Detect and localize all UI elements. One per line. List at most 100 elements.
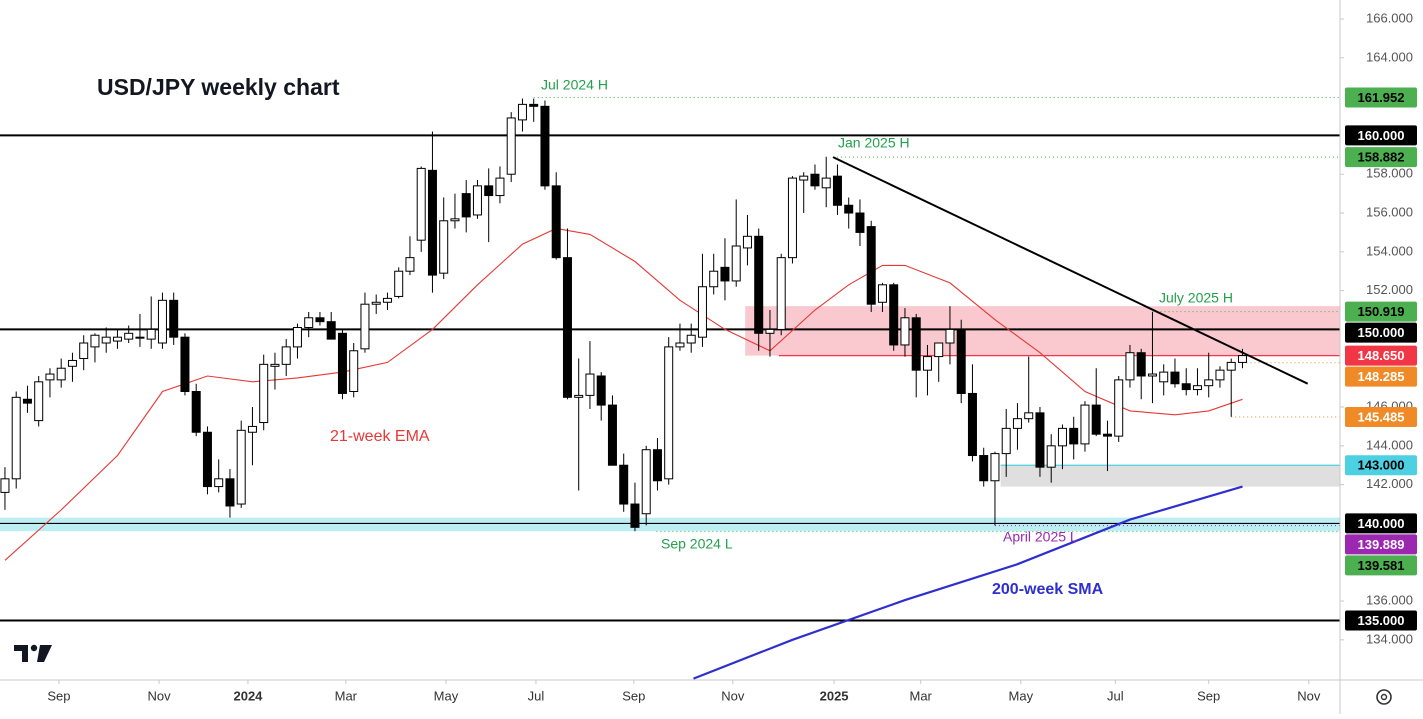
candle-body [585, 373, 595, 396]
candle-body [56, 367, 66, 381]
x-tick-label: 2025 [820, 688, 849, 703]
price-label-box [1345, 301, 1417, 322]
candle-body [112, 336, 122, 342]
y-tick-label: 152.000 [1366, 282, 1413, 297]
settings-icon[interactable] [1376, 689, 1392, 705]
candle-body [67, 359, 77, 367]
candle-body [90, 334, 100, 348]
candle-body [360, 303, 370, 350]
x-tick-label: Mar [335, 688, 358, 703]
candle-body [641, 449, 651, 515]
price-label-box [1345, 125, 1417, 146]
x-tick-label: Nov [721, 688, 745, 703]
candle-body [596, 375, 606, 406]
candle-body [844, 204, 854, 214]
annotation: Sep 2024 L [661, 536, 733, 552]
candle-body [686, 334, 696, 344]
candle-body [1057, 427, 1067, 447]
candle-body [1125, 352, 1135, 381]
price-label-box [1345, 534, 1417, 555]
candle-body [484, 185, 494, 197]
indicator-label: 21-week EMA [330, 428, 430, 445]
x-tick-label: Jul [528, 688, 545, 703]
price-label: 145.485 [1358, 409, 1405, 424]
candle-body [202, 431, 212, 488]
candle-body [270, 363, 280, 367]
candle-body [326, 321, 336, 340]
y-tick-label: 144.000 [1366, 437, 1413, 452]
candle-body [1136, 352, 1146, 377]
candle-body [304, 317, 314, 328]
candle-body [394, 270, 404, 297]
x-tick-label: May [1009, 688, 1034, 703]
tradingview-logo [14, 644, 52, 662]
candle-body [956, 328, 966, 394]
candle-body [1091, 404, 1101, 435]
candle-body [720, 266, 730, 282]
candle-body [1046, 445, 1056, 468]
candle-body [225, 478, 235, 507]
y-tick-label: 164.000 [1366, 49, 1413, 64]
indicator-line [693, 485, 1243, 680]
candle-body [1035, 412, 1045, 468]
candle-body [697, 286, 707, 338]
candle-body [405, 257, 415, 272]
price-label-box [1345, 147, 1417, 168]
price-label: 148.650 [1358, 348, 1405, 363]
candle-body [652, 449, 662, 482]
price-label-box [1345, 407, 1417, 428]
candle-body [124, 332, 134, 340]
candle-body [967, 392, 977, 457]
price-label: 135.000 [1358, 613, 1405, 628]
candle-body [1181, 383, 1191, 391]
candle-body [877, 284, 887, 303]
candle-body [169, 299, 179, 338]
x-tick-label: Mar [910, 688, 933, 703]
candle-body [607, 404, 617, 466]
candle-body [540, 105, 550, 187]
candle-body [821, 177, 831, 189]
plot-area [0, 97, 1340, 680]
candle-body [45, 373, 55, 381]
candle-body [574, 394, 584, 398]
candle-body [1204, 379, 1214, 387]
candle-body [1237, 355, 1247, 363]
candle-body [79, 342, 89, 360]
candle-body [191, 391, 201, 433]
candle-body [979, 455, 989, 482]
price-label: 161.952 [1358, 90, 1405, 105]
annotation: Jan 2025 H [838, 135, 910, 151]
candle-body [866, 226, 876, 305]
candle-body [810, 173, 820, 187]
annotation: July 2025 H [1159, 290, 1233, 306]
candle-body [742, 235, 752, 249]
price-label: 150.000 [1358, 325, 1405, 340]
candle-body [495, 177, 505, 197]
candle-body [281, 346, 291, 365]
y-tick-label: 166.000 [1366, 10, 1413, 25]
candle-body [799, 175, 809, 181]
candle-body [562, 257, 572, 398]
price-label-box [1345, 345, 1417, 366]
price-label-box [1345, 555, 1417, 576]
candle-body [450, 218, 460, 222]
price-label-box [1345, 513, 1417, 534]
candle-body [337, 332, 347, 394]
price-label: 158.882 [1358, 150, 1405, 165]
candle-body [517, 103, 527, 121]
x-tick-label: Sep [1197, 688, 1220, 703]
trendline [832, 156, 1309, 385]
candle-body [180, 336, 190, 393]
candle-body [1215, 369, 1225, 381]
candle-body [945, 328, 955, 344]
candle-body [292, 326, 302, 348]
candle-body [101, 336, 111, 344]
x-tick-label: Sep [47, 688, 70, 703]
candle-body [506, 117, 516, 175]
x-tick-label: Nov [1297, 688, 1321, 703]
candle-body [776, 257, 786, 330]
y-tick-label: 158.000 [1366, 166, 1413, 181]
candle-body [754, 235, 764, 334]
